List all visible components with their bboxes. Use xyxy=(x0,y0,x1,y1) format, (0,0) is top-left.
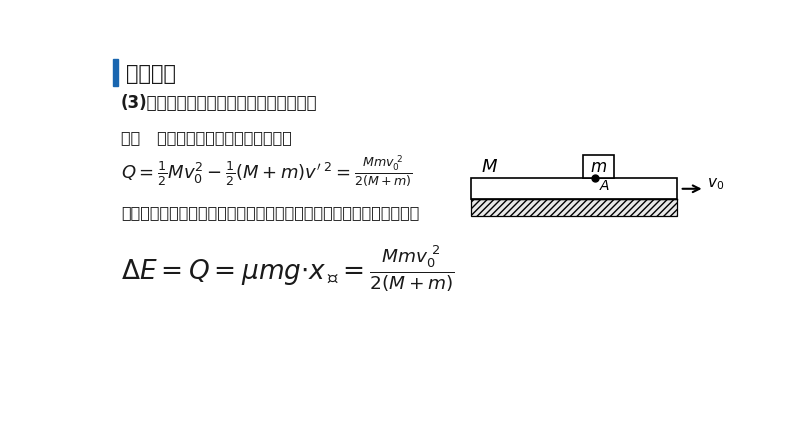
Text: (3)在全过程中有多少机械能转化为内能？: (3)在全过程中有多少机械能转化为内能？ xyxy=(121,94,318,112)
Text: 解析   方法一：由能量守恒定律可得，: 解析 方法一：由能量守恒定律可得， xyxy=(121,130,292,145)
Text: $\Delta E=Q=\mu mg{\cdot}x_{\mathrm{\,相}}=\frac{Mmv_0^{\ 2}}{2(M+m)}$: $\Delta E=Q=\mu mg{\cdot}x_{\mathrm{\,相}… xyxy=(121,244,454,293)
Text: 方法二：根据功能关系，转化成的内能等于系统克服摩擦力做的功，即: 方法二：根据功能关系，转化成的内能等于系统克服摩擦力做的功，即 xyxy=(121,206,419,220)
Text: $M$: $M$ xyxy=(480,158,498,176)
Text: $m$: $m$ xyxy=(590,158,607,176)
Text: $v_0$: $v_0$ xyxy=(707,176,724,192)
Text: 典型例题: 典型例题 xyxy=(125,64,175,84)
Bar xyxy=(472,199,676,216)
Text: $Q=\frac{1}{2}Mv_0^2-\frac{1}{2}(M+m)v^{\prime\ 2}=\frac{Mmv_0^{\ 2}}{2(M+m)}$: $Q=\frac{1}{2}Mv_0^2-\frac{1}{2}(M+m)v^{… xyxy=(121,154,413,190)
Bar xyxy=(114,59,118,86)
Bar xyxy=(472,178,676,199)
Text: $A$: $A$ xyxy=(599,179,611,193)
Bar xyxy=(583,155,614,178)
